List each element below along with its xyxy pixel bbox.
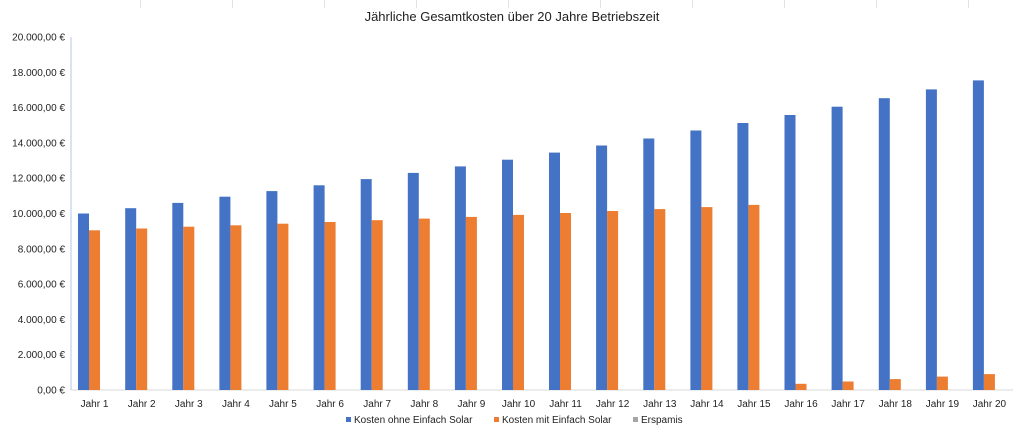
bar <box>784 115 796 390</box>
bar <box>324 222 336 390</box>
y-tick-label: 16.000,00 € <box>12 103 65 114</box>
legend-swatch <box>346 417 351 422</box>
bar <box>266 191 278 390</box>
legend-label: Kosten ohne Einfach Solar <box>354 415 473 426</box>
x-tick-label: Jahr 1 <box>81 399 109 410</box>
x-tick-label: Jahr 11 <box>549 399 582 410</box>
x-axis-ticks: Jahr 1 Jahr 2 Jahr 3 Jahr 4 Jahr 5 Jahr 6 Jahr… <box>81 399 1007 410</box>
bar-series-group <box>78 80 995 391</box>
bar <box>831 106 843 390</box>
bar <box>407 172 419 390</box>
y-tick-label: 2.000,00 € <box>18 350 66 361</box>
bar <box>465 216 477 390</box>
bar <box>513 214 524 390</box>
y-tick-label: 0,00 € <box>37 386 65 397</box>
bar <box>502 159 513 390</box>
bar <box>313 185 325 390</box>
x-tick-label: Jahr 4 <box>222 399 250 410</box>
bar <box>549 152 560 390</box>
x-tick-label: Jahr 7 <box>363 399 391 410</box>
y-tick-label: 12.000,00 € <box>12 174 65 185</box>
bar <box>230 225 242 390</box>
y-axis-ticks: 0,00 € 2.000,00 € 4.000,00 € 6.000,00 € 8.00… <box>12 33 65 397</box>
bar <box>371 220 383 390</box>
x-tick-label: Jahr 12 <box>596 399 630 410</box>
x-tick-label: Jahr 17 <box>831 399 865 410</box>
x-tick-label: Jahr 8 <box>410 399 438 410</box>
bar <box>136 228 148 390</box>
bar <box>654 209 666 390</box>
bar <box>78 213 89 390</box>
bar <box>690 130 702 390</box>
x-tick-label: Jahr 16 <box>784 399 818 410</box>
x-tick-label: Jahr 2 <box>128 399 156 410</box>
legend-swatch <box>633 417 638 422</box>
x-tick-label: Jahr 18 <box>879 399 913 410</box>
bar <box>983 374 995 390</box>
chart-legend: Kosten ohne Einfach Solar Kosten mit Einf… <box>346 415 683 426</box>
y-tick-label: 8.000,00 € <box>18 244 66 255</box>
bar <box>183 226 195 390</box>
bar <box>795 383 807 390</box>
y-tick-label: 14.000,00 € <box>12 138 65 149</box>
x-tick-label: Jahr 14 <box>690 399 724 410</box>
chart-title: Jährliche Gesamtkosten über 20 Jahre Bet… <box>365 9 660 24</box>
bar <box>219 196 231 390</box>
bar <box>172 202 184 390</box>
bar <box>607 211 619 390</box>
bar <box>89 230 100 390</box>
bar <box>878 98 890 390</box>
y-tick-label: 18.000,00 € <box>12 68 65 79</box>
bar <box>277 223 289 390</box>
bar <box>889 379 901 390</box>
bar <box>454 166 466 390</box>
bar <box>842 381 854 390</box>
x-tick-label: Jahr 19 <box>926 399 960 410</box>
x-tick-label: Jahr 5 <box>269 399 297 410</box>
x-tick-label: Jahr 6 <box>316 399 344 410</box>
bar <box>748 204 760 390</box>
y-tick-label: 20.000,00 € <box>12 33 65 44</box>
bar <box>360 179 372 390</box>
x-tick-label: Jahr 10 <box>502 399 536 410</box>
x-tick-label: Jahr 13 <box>643 399 677 410</box>
x-tick-label: Jahr 20 <box>973 399 1007 410</box>
x-tick-label: Jahr 9 <box>458 399 486 410</box>
legend-label: Kosten mit Einfach Solar <box>502 415 612 426</box>
legend-label: Erspamis <box>641 415 683 426</box>
y-tick-label: 6.000,00 € <box>18 280 66 291</box>
bar <box>418 218 430 390</box>
bar <box>596 145 608 390</box>
bar <box>737 123 749 390</box>
bar <box>925 89 937 391</box>
bar <box>125 208 137 390</box>
legend-swatch <box>494 417 499 422</box>
bar <box>936 376 948 390</box>
bar <box>701 207 713 390</box>
y-tick-label: 10.000,00 € <box>12 209 65 220</box>
y-tick-label: 4.000,00 € <box>18 315 66 326</box>
bar <box>560 213 571 390</box>
bar <box>643 138 655 390</box>
bar <box>972 80 984 391</box>
x-tick-label: Jahr 15 <box>737 399 771 410</box>
spreadsheet-grid-strip <box>0 0 1024 8</box>
x-tick-label: Jahr 3 <box>175 399 203 410</box>
